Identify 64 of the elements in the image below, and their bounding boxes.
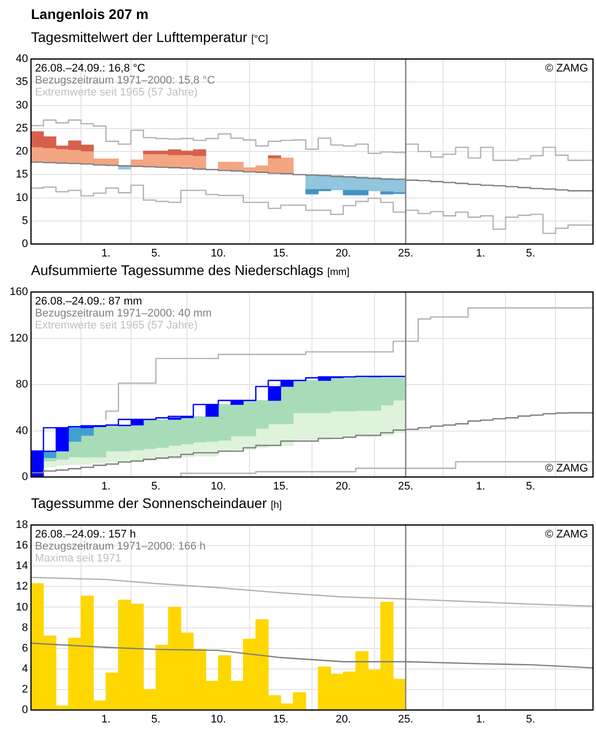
y-tick-label: 0 [22,471,28,484]
x-tick-label: 5. [526,714,536,726]
y-tick-label: 0 [22,704,28,716]
chart-title: Tagessumme der Sonnenscheindauer [h] [31,495,282,511]
x-tick-label: 15. [273,248,288,260]
x-tick-label: 5. [151,480,160,493]
annotation: © ZAMG [545,462,588,475]
x-tick-label: 20. [336,714,351,726]
annotation: Bezugszeitraum 1971–2000: 40 mm [35,308,212,320]
y-tick-label: 25 [16,122,28,134]
x-tick-label: 25. [398,714,414,726]
x-tick-label: 25. [398,480,414,493]
chart-title: Langenlois 207 m [30,5,150,24]
annotation: 26.08.–24.09.: 87 mm [35,296,142,308]
x-tick-label: 5. [151,714,160,726]
y-tick-label: 10 [16,192,28,204]
y-tick-label: 80 [16,378,28,391]
annotation: Extremwerte seit 1965 (57 Jahre) [35,86,198,99]
x-tick-label: 10. [210,480,226,493]
x-tick-label: 1. [476,248,486,260]
annotation: Maxima seit 1971 [35,552,122,565]
x-tick-label: 5. [151,248,160,260]
x-tick-label: 20. [336,248,351,260]
chart-subtitle: Tagesmittelwert der Lufttemperatur [°C] [31,29,268,45]
x-tick-label: 1. [101,714,111,726]
y-tick-label: 8 [22,622,28,634]
annotation: Bezugszeitraum 1971–2000: 15,8 °C [35,74,215,87]
chart-title: Aufsummierte Tagessumme des Niederschlags [mm] [31,262,350,278]
y-tick-label: 10 [16,601,28,614]
y-tick-label: 20 [16,146,28,158]
x-tick-label: 25. [398,248,414,260]
annotation: 26.08.–24.09.: 16,8 °C [35,62,146,75]
x-tick-label: 15. [273,480,288,493]
y-tick-label: 120 [10,332,28,344]
y-tick-label: 14 [16,560,28,572]
x-tick-label: 5. [526,480,536,493]
y-tick-label: 35 [16,76,28,88]
x-tick-label: 1. [476,480,486,493]
x-tick-label: 15. [273,714,288,726]
y-tick-label: 4 [22,662,28,675]
x-tick-label: 20. [336,480,351,493]
y-tick-label: 2 [22,683,28,696]
annotation: © ZAMG [545,62,588,75]
y-tick-label: 18 [16,519,28,532]
x-tick-label: 10. [210,248,226,260]
y-tick-label: 40 [16,424,28,437]
y-tick-label: 6 [22,642,28,654]
y-tick-label: 30 [16,99,28,112]
x-tick-label: 1. [101,480,111,493]
y-tick-label: 160 [10,286,28,298]
y-tick-label: 12 [16,580,28,593]
y-tick-label: 0 [22,238,28,250]
annotation: Bezugszeitraum 1971–2000: 166 h [35,540,206,553]
x-tick-label: 10. [210,714,226,726]
x-tick-label: 1. [101,248,111,260]
annotation: Extremwerte seit 1965 (57 Jahre) [35,320,198,332]
y-tick-label: 16 [16,540,28,552]
x-tick-label: 1. [476,714,486,726]
y-tick-label: 15 [16,168,28,181]
x-tick-label: 5. [526,248,536,260]
y-tick-label: 40 [16,53,28,66]
annotation: 26.08.–24.09.: 157 h [35,528,136,541]
y-tick-label: 5 [22,214,28,227]
annotation: © ZAMG [545,528,588,541]
